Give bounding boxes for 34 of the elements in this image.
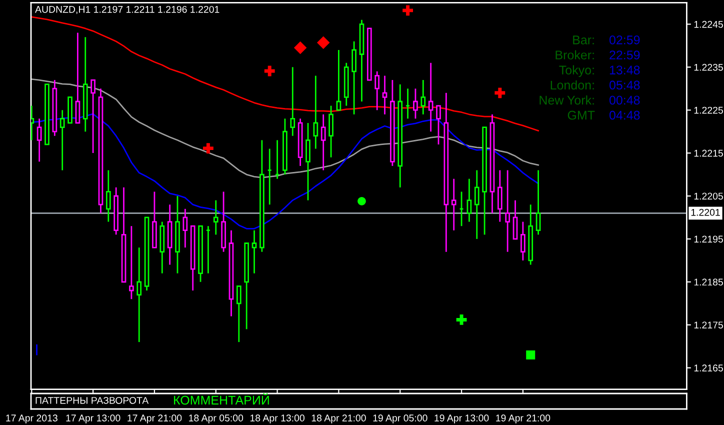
- y-tick-label: 1.2235: [694, 64, 723, 71]
- y-tick-label: 1.2225: [694, 106, 723, 114]
- x-tick-label: 17 Apr 13:00: [66, 414, 120, 424]
- y-tick-label: 1.2215: [694, 150, 723, 157]
- annotation: Broker:: [556, 50, 594, 60]
- x-tick-label: 19 Apr 21:00: [496, 414, 550, 424]
- annotation: London:: [550, 80, 594, 90]
- chart-title: AUDNZD,H1 1.2197 1.2211 1.2196 1.2201: [35, 6, 220, 14]
- x-tick-label: 18 Apr 05:00: [189, 414, 244, 424]
- x-tick-label: 18 Apr 21:00: [312, 414, 366, 424]
- annotation: 13:48: [610, 66, 640, 74]
- annotation: Bar:: [573, 36, 594, 44]
- x-tick-label: 17 Apr 2013: [6, 414, 58, 424]
- y-tick-label: 1.2195: [694, 236, 723, 243]
- y-tick-label: 1.2205: [694, 192, 723, 200]
- x-tick-label: 18 Apr 13:00: [250, 414, 304, 424]
- y-tick-label: 1.2175: [694, 322, 723, 328]
- annotation: Tokyo:: [559, 65, 594, 77]
- ref-line-label: 1.2201: [691, 208, 720, 216]
- text: ПАТТЕРНЫ РАЗВОРОТА: [36, 396, 149, 404]
- annotation: 04:48: [609, 110, 640, 120]
- annotation: 05:48: [609, 80, 640, 90]
- annotation: New York:: [540, 95, 594, 105]
- text: КОММЕНТАРИЙ: [174, 393, 269, 405]
- y-tick-label: 1.2185: [694, 278, 723, 286]
- x-tick-label: 17 Apr 21:00: [128, 414, 182, 424]
- annotation: 22:59: [610, 50, 640, 60]
- y-tick-label: 1.2245: [694, 20, 723, 28]
- x-tick-label: 19 Apr 05:00: [373, 414, 428, 424]
- annotation: GMT: [568, 110, 595, 120]
- y-tick-label: 1.2165: [694, 364, 723, 372]
- annotation: 02:59: [609, 36, 640, 44]
- annotation: 00:48: [609, 96, 640, 105]
- x-tick-label: 19 Apr 13:00: [434, 414, 489, 424]
